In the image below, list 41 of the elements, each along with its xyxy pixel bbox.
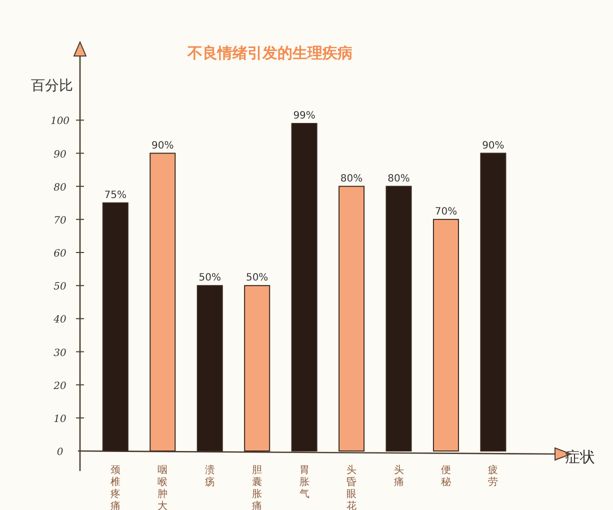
- data-label: 80%: [388, 173, 410, 184]
- y-tick-label: 100: [50, 116, 70, 128]
- data-label: 50%: [198, 272, 221, 284]
- data-label: 70%: [434, 206, 458, 218]
- data-label: 90%: [152, 140, 174, 152]
- y-tick-label: 60: [54, 248, 67, 260]
- x-tick-label: 胃胀气: [299, 465, 310, 500]
- y-tick-label: 20: [52, 380, 67, 392]
- x-tick-label: 胆囊胀痛: [252, 465, 262, 510]
- data-label: 99%: [293, 110, 316, 122]
- bar: [102, 202, 128, 452]
- x-tick-label: 颈椎疼痛: [110, 465, 120, 510]
- bar: [386, 186, 412, 452]
- data-label: 50%: [246, 272, 268, 284]
- y-tick-label: 30: [54, 348, 67, 359]
- chart-title: 不良情绪引发的生理疾病: [186, 44, 352, 62]
- data-label: 80%: [340, 173, 363, 184]
- data-label: 90%: [482, 140, 504, 152]
- y-tick-label: 80: [54, 182, 67, 194]
- y-axis-title: 百分比: [31, 78, 73, 94]
- bar: [432, 218, 459, 452]
- y-tick-label: 10: [54, 414, 67, 425]
- x-tick-label: 便秘: [440, 465, 451, 488]
- bar: [291, 122, 318, 452]
- x-tick-label: 疲劳: [488, 464, 498, 488]
- x-tick-label: 头痛: [394, 464, 404, 488]
- y-tick-label: 90: [54, 149, 67, 160]
- x-axis-title: 症状: [565, 448, 595, 466]
- bar: [244, 285, 270, 452]
- y-tick-label: 0: [56, 447, 64, 458]
- bar: [196, 285, 223, 452]
- y-tick-label: 40: [52, 314, 67, 326]
- bar: [150, 152, 176, 452]
- y-tick-label: 70: [54, 215, 67, 226]
- y-tick-label: 50: [54, 282, 67, 293]
- data-label: 75%: [104, 190, 127, 201]
- bar: [338, 186, 365, 452]
- bar: [480, 152, 506, 452]
- x-tick-label: 咽喉肿大: [158, 465, 168, 510]
- x-tick-label: 头昏眼花: [346, 464, 357, 510]
- x-tick-label: 溃疡: [204, 464, 215, 488]
